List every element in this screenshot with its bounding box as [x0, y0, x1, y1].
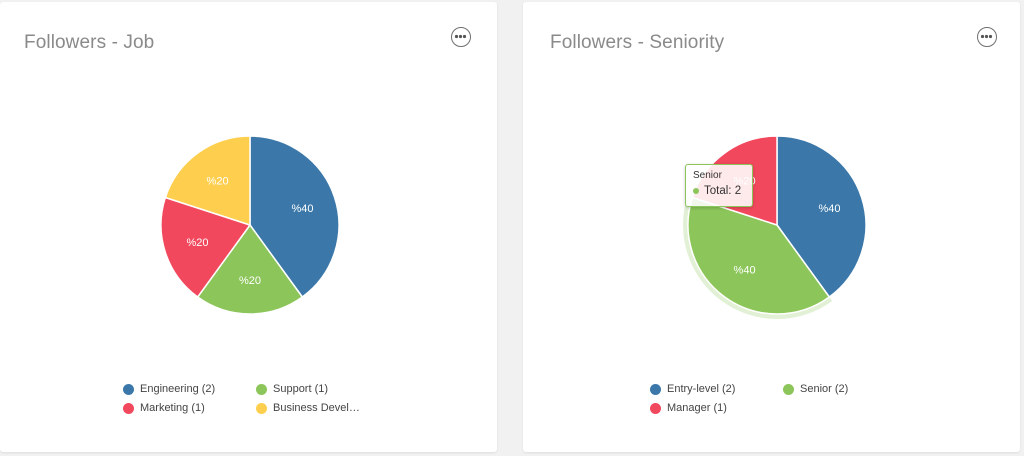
pie-slice-label: %40	[734, 265, 756, 277]
pie-slice-label: %20	[207, 175, 229, 187]
pie-slice-label: %20	[239, 275, 261, 287]
job-followers-card: Followers - Job %40 %20 %20 %20 Engineering…	[0, 2, 497, 452]
legend-label: Business Develop...	[273, 402, 365, 414]
legend-dot	[123, 402, 134, 414]
seniority-pie-chart: %40%40%20	[683, 135, 867, 319]
legend-item-entry-level[interactable]: Entry-level (2)	[650, 382, 735, 396]
legend-item-engineering[interactable]: Engineering (2)	[123, 382, 215, 396]
pie-slice-business-develop[interactable]	[164, 135, 251, 227]
job-pie-chart: %40 %20 %20 %20	[160, 135, 340, 315]
tooltip-title: Senior	[693, 170, 722, 181]
legend-dot	[256, 402, 267, 414]
legend-item-business-development[interactable]: Business Develop...	[256, 401, 365, 415]
pie-slice-entry-level[interactable]	[776, 135, 867, 299]
pie-slice-marketing[interactable]	[160, 196, 252, 299]
tooltip-dot	[693, 188, 699, 194]
legend-item-manager[interactable]: Manager (1)	[650, 401, 727, 415]
legend-item-marketing[interactable]: Marketing (1)	[123, 401, 205, 415]
legend-dot	[256, 383, 267, 395]
pie-slice-engineering[interactable]	[249, 135, 340, 299]
pie-slice-label: %20	[187, 237, 209, 249]
legend-dot	[123, 383, 134, 395]
legend-label: Entry-level (2)	[667, 383, 736, 395]
more-horizontal-icon[interactable]	[451, 27, 471, 47]
legend-item-support[interactable]: Support (1)	[256, 382, 328, 396]
legend-label: Manager (1)	[667, 402, 727, 414]
legend-label: Senior (2)	[800, 383, 849, 395]
legend-label: Engineering (2)	[140, 383, 216, 395]
tooltip-label: Total:	[704, 185, 732, 197]
pie-slice-support[interactable]	[196, 223, 304, 315]
tooltip-row: Total: 2	[693, 185, 745, 197]
legend-item-senior[interactable]: Senior (2)	[783, 382, 848, 396]
pie-slice-label: %40	[291, 203, 313, 215]
legend-dot	[650, 402, 661, 414]
more-horizontal-icon[interactable]	[977, 27, 997, 47]
card-title: Followers - Seniority	[550, 32, 725, 53]
pie-slice-label: %40	[818, 203, 840, 215]
seniority-followers-card: Followers - Seniority %40%40%20 Entry-le…	[523, 2, 1020, 452]
legend-dot	[783, 383, 794, 395]
legend-label: Support (1)	[273, 383, 329, 395]
card-title: Followers - Job	[24, 32, 155, 53]
legend-label: Marketing (1)	[140, 402, 205, 414]
pie-slice-senior[interactable]	[687, 196, 831, 315]
chart-tooltip: Senior Total: 2	[685, 164, 753, 207]
legend-dot	[650, 383, 661, 395]
tooltip-value: 2	[734, 185, 742, 197]
